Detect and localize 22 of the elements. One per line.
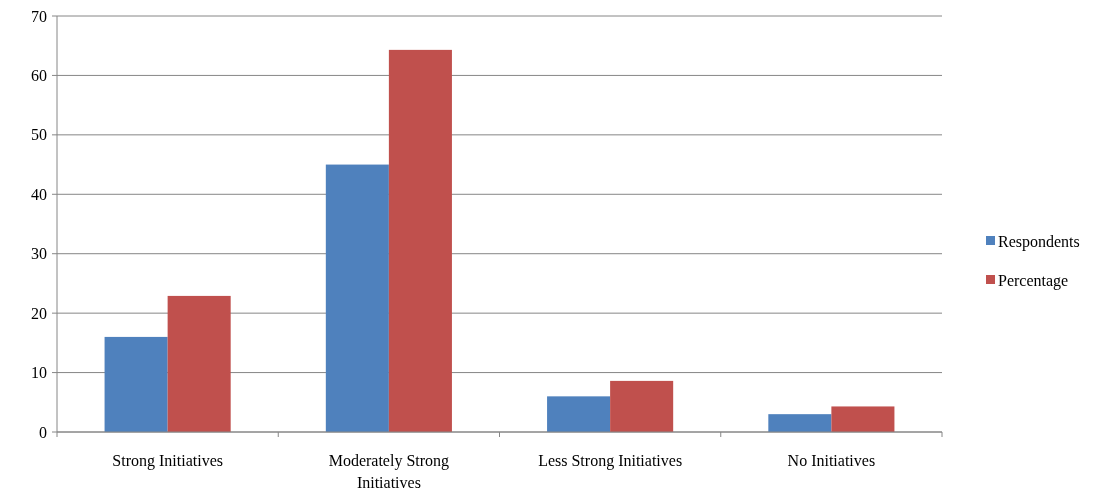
y-tick-label: 20	[31, 304, 47, 322]
y-tick-label: 30	[31, 245, 47, 263]
y-tick-label: 0	[39, 423, 47, 441]
y-tick-label: 70	[31, 7, 47, 25]
x-tick-label: Strong Initiatives	[112, 452, 223, 470]
bar	[610, 380, 674, 432]
legend-label: Percentage	[998, 271, 1069, 290]
x-tick-label: No Initiatives	[787, 452, 876, 469]
y-tick-label: 60	[31, 67, 47, 85]
y-tick-label: 10	[31, 364, 47, 382]
bar	[388, 49, 452, 432]
x-tick-label: Moderately Strong Initiatives	[328, 452, 450, 491]
x-tick-label: Less Strong Initiatives	[538, 452, 683, 470]
bar	[104, 336, 168, 432]
bar	[167, 295, 231, 432]
y-tick-label: 40	[31, 185, 47, 203]
bar	[325, 164, 389, 432]
legend-label: Respondents	[998, 232, 1080, 251]
bar	[768, 414, 832, 432]
bar	[547, 396, 611, 432]
y-tick-label: 50	[31, 126, 47, 144]
bar	[831, 406, 895, 432]
